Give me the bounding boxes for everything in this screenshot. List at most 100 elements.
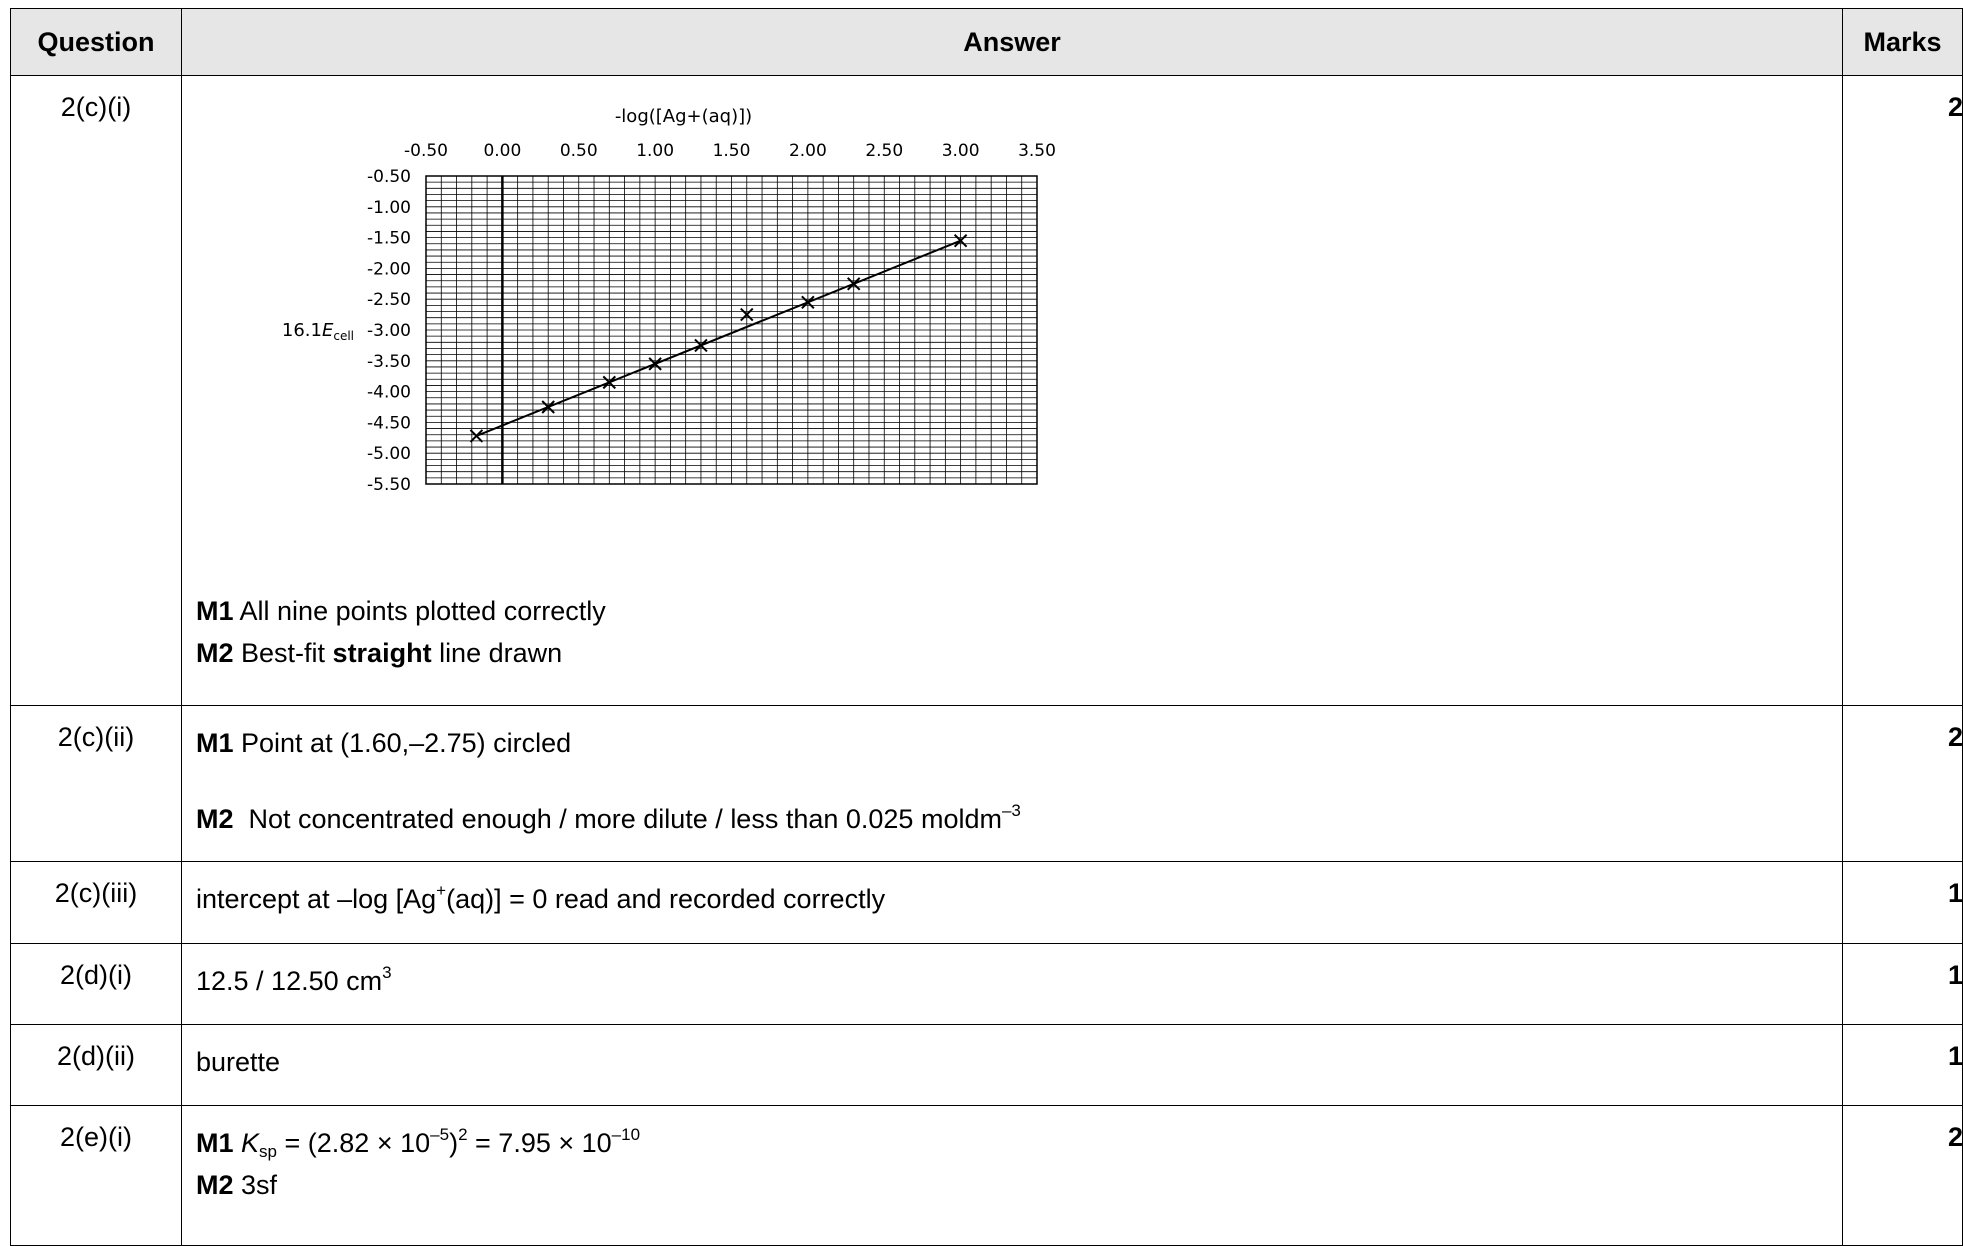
text-pre: 12.5 / 12.50 cm [196,966,383,996]
m1-sup2: 2 [458,1125,468,1144]
y-tick-label: -5.00 [367,444,411,464]
m2-tag: M2 [196,804,234,834]
marks-cell: 2 [1842,705,1963,862]
x-tick-label: 1.50 [713,141,751,161]
header-answer: Answer [181,8,1843,76]
m1-text: Point at (1.60,–2.75) circled [233,728,572,758]
data-point-stroke [740,307,754,322]
chart: -log([Ag+(aq)]) 16.1Ecell -0.50 0.00 0.50 1… [196,88,1828,590]
answer-cell: M1 Point at (1.60,–2.75) circled M2 Not … [181,705,1843,862]
data-point-stroke [648,357,662,371]
mark-point-m2: M2 Best-fit straight line drawn [196,632,1828,674]
data-point [801,295,815,309]
data-point-stroke [602,375,617,390]
text-sup: + [436,881,447,900]
text-post: (aq)] = 0 read and recorded correctly [446,884,886,914]
data-point-stroke [541,400,555,414]
chart-svg: -log([Ag+(aq)]) 16.1Ecell -0.50 0.00 0.50 1… [282,106,1056,495]
x-tick-label: 1.00 [636,141,674,161]
m1-k: K [241,1128,260,1158]
question-cell: 2(c)(ii) [10,705,182,862]
m1-tag: M1 [196,1128,234,1158]
m2-text: Not concentrated enough / more dilute / … [233,804,1002,834]
m1-tag: M1 [196,596,234,626]
plot-border [425,175,1038,485]
m2-bold: straight [332,638,432,668]
m1-b: ) [449,1128,459,1158]
chart-ylabel: 16.1Ecell [282,320,354,343]
y-tick-label: -2.00 [367,259,411,279]
data-point [541,400,555,414]
data-point [953,233,968,248]
mark-point-m1: M1 Point at (1.60,–2.75) circled [196,722,1828,764]
answer-text: 12.5 / 12.50 cm3 [196,960,1828,1002]
y-tick-label: -3.00 [367,321,411,341]
mark-point-m1: M1 All nine points plotted correctly [196,590,1828,632]
x-tick-label: 3.00 [942,141,980,161]
text-pre: intercept at –log [Ag [196,884,437,914]
y-tick-label: -0.50 [367,167,411,187]
table-row: 2(d)(i) 12.5 / 12.50 cm3 1 [10,943,1963,1025]
m2-tag: M2 [196,1170,234,1200]
data-point-stroke [846,277,861,291]
answer-text: intercept at –log [Ag+(aq)] = 0 read and… [196,878,1828,920]
m1-sup1: –5 [430,1125,450,1144]
table-row: 2(c)(iii) intercept at –log [Ag+(aq)] = … [10,861,1963,944]
data-point-stroke [801,295,815,309]
mark-point-m2: M2 3sf [196,1164,1828,1206]
answer-text: burette [196,1047,281,1077]
table-row: 2(e)(i) M1 Ksp = (2.82 × 10–5)2 = 7.95 ×… [10,1105,1963,1246]
header-marks: Marks [1842,8,1963,76]
m2-pre: Best-fit [233,638,333,668]
y-tick-label: -1.00 [367,198,411,218]
marks-cell: 2 [1842,1105,1963,1246]
data-point [469,429,484,443]
data-point [648,357,662,371]
answer-cell: 12.5 / 12.50 cm3 [181,943,1843,1025]
answer-cell: burette [181,1024,1843,1106]
m2-tag: M2 [196,638,234,668]
question-cell: 2(e)(i) [10,1105,182,1246]
data-point [602,375,617,390]
answer-cell: M1 Ksp = (2.82 × 10–5)2 = 7.95 × 10–10 M… [181,1105,1843,1246]
mark-scheme-table: Question Answer Marks 2(c)(i) -log([Ag+(… [10,8,1963,1246]
chart-grid [425,175,1038,485]
question-cell: 2(d)(i) [10,943,182,1025]
m1-a: = (2.82 × 10 [277,1128,431,1158]
mark-point-m1: M1 Ksp = (2.82 × 10–5)2 = 7.95 × 10–10 [196,1122,1828,1164]
y-tick-label: -4.00 [367,383,411,403]
text-sup: 3 [382,963,392,982]
m1-tag: M1 [196,728,234,758]
y-tick-label: -2.50 [367,290,411,310]
data-point-stroke [469,429,484,443]
question-cell: 2(c)(iii) [10,861,182,944]
marks-cell: 1 [1842,943,1963,1025]
table-row: 2(c)(ii) M1 Point at (1.60,–2.75) circle… [10,705,1963,862]
marks-cell: 2 [1842,75,1963,706]
question-cell: 2(c)(i) [10,75,182,706]
data-point [846,277,861,291]
x-tick-label: 0.50 [560,141,598,161]
header-row: Question Answer Marks [10,8,1963,76]
y-tick-label: -5.50 [367,475,411,495]
question-cell: 2(d)(ii) [10,1024,182,1106]
x-tick-label: -0.50 [404,141,448,161]
best-fit-line [476,239,961,437]
m1-text: All nine points plotted correctly [233,596,606,626]
y-tick-label: -1.50 [367,229,411,249]
answer-cell: intercept at –log [Ag+(aq)] = 0 read and… [181,861,1843,944]
y-tick-label: -3.50 [367,352,411,372]
chart-xlabel: -log([Ag+(aq)]) [615,106,752,127]
marks-cell: 1 [1842,1024,1963,1106]
data-point-stroke [953,233,968,248]
data-point [740,307,754,322]
y-tick-label: -4.50 [367,413,411,433]
m1-c: = 7.95 × 10 [467,1128,612,1158]
x-tick-label: 2.00 [789,141,827,161]
mark-point-m2: M2 Not concentrated enough / more dilute… [196,798,1828,840]
table-row: 2(d)(ii) burette 1 [10,1024,1963,1106]
x-tick-label: 0.00 [483,141,521,161]
m2-post: line drawn [431,638,563,668]
table-row: 2(c)(i) -log([Ag+(aq)]) 16.1Ecell -0.50 0… [10,75,1963,706]
m1-sub: sp [259,1142,278,1161]
